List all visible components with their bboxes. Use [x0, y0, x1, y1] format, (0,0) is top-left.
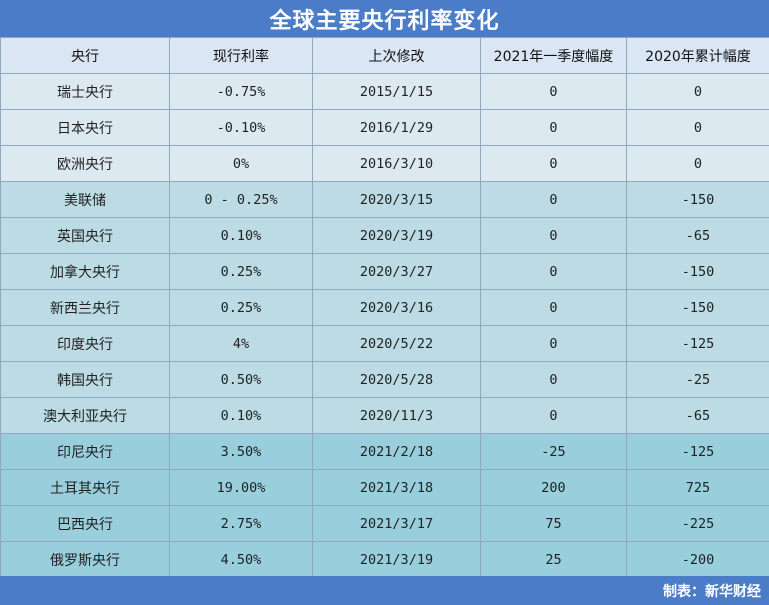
column-header-q1-2021: 2021年一季度幅度: [480, 37, 627, 74]
rate-cell: -0.75%: [169, 73, 313, 110]
table-row: 瑞士央行 -0.75% 2015/1/15 0 0: [0, 73, 769, 110]
table-row: 韩国央行 0.50% 2020/5/28 0 -25: [0, 361, 769, 398]
bank-cell: 土耳其央行: [0, 469, 170, 506]
total-2020-cell: 0: [626, 145, 769, 182]
bank-cell: 印尼央行: [0, 433, 170, 470]
q1-change-cell: 0: [480, 253, 627, 290]
q1-change-cell: 0: [480, 145, 627, 182]
total-2020-cell: -200: [626, 541, 769, 578]
rate-cell: 19.00%: [169, 469, 313, 506]
q1-change-cell: 0: [480, 109, 627, 146]
column-header-rate: 现行利率: [169, 37, 313, 74]
table-row: 英国央行 0.10% 2020/3/19 0 -65: [0, 217, 769, 254]
last-change-cell: 2020/3/19: [312, 217, 481, 254]
page-title: 全球主要央行利率变化: [0, 0, 769, 37]
bank-cell: 瑞士央行: [0, 73, 170, 110]
bank-cell: 韩国央行: [0, 361, 170, 398]
last-change-cell: 2021/2/18: [312, 433, 481, 470]
q1-change-cell: -25: [480, 433, 627, 470]
table-row: 土耳其央行 19.00% 2021/3/18 200 725: [0, 469, 769, 506]
rate-cell: 3.50%: [169, 433, 313, 470]
rate-cell: 0.25%: [169, 253, 313, 290]
q1-change-cell: 0: [480, 73, 627, 110]
last-change-cell: 2020/5/28: [312, 361, 481, 398]
total-2020-cell: 0: [626, 73, 769, 110]
q1-change-cell: 0: [480, 361, 627, 398]
rate-cell: 0 - 0.25%: [169, 181, 313, 218]
rate-cell: 2.75%: [169, 505, 313, 542]
total-2020-cell: -65: [626, 397, 769, 434]
last-change-cell: 2021/3/18: [312, 469, 481, 506]
last-change-cell: 2021/3/19: [312, 541, 481, 578]
total-2020-cell: -25: [626, 361, 769, 398]
last-change-cell: 2020/3/15: [312, 181, 481, 218]
table-row: 巴西央行 2.75% 2021/3/17 75 -225: [0, 505, 769, 542]
rate-cell: 0.10%: [169, 217, 313, 254]
total-2020-cell: -150: [626, 253, 769, 290]
table-row: 澳大利亚央行 0.10% 2020/11/3 0 -65: [0, 397, 769, 434]
rate-cell: 4.50%: [169, 541, 313, 578]
q1-change-cell: 75: [480, 505, 627, 542]
column-header-2020-total: 2020年累计幅度: [626, 37, 769, 74]
table-row: 新西兰央行 0.25% 2020/3/16 0 -150: [0, 289, 769, 326]
bank-cell: 欧洲央行: [0, 145, 170, 182]
total-2020-cell: -125: [626, 433, 769, 470]
q1-change-cell: 0: [480, 325, 627, 362]
column-header-last-change: 上次修改: [312, 37, 481, 74]
rate-cell: 0.25%: [169, 289, 313, 326]
q1-change-cell: 0: [480, 289, 627, 326]
bank-cell: 新西兰央行: [0, 289, 170, 326]
last-change-cell: 2016/1/29: [312, 109, 481, 146]
table-row: 加拿大央行 0.25% 2020/3/27 0 -150: [0, 253, 769, 290]
bank-cell: 俄罗斯央行: [0, 541, 170, 578]
last-change-cell: 2020/5/22: [312, 325, 481, 362]
table-row: 欧洲央行 0% 2016/3/10 0 0: [0, 145, 769, 182]
total-2020-cell: -225: [626, 505, 769, 542]
rate-cell: 0.10%: [169, 397, 313, 434]
bank-cell: 加拿大央行: [0, 253, 170, 290]
source-credit: 制表：新华财经: [0, 576, 769, 605]
last-change-cell: 2020/11/3: [312, 397, 481, 434]
bank-cell: 巴西央行: [0, 505, 170, 542]
last-change-cell: 2015/1/15: [312, 73, 481, 110]
column-header-bank: 央行: [0, 37, 170, 74]
rate-cell: -0.10%: [169, 109, 313, 146]
q1-change-cell: 0: [480, 217, 627, 254]
bank-cell: 日本央行: [0, 109, 170, 146]
total-2020-cell: -150: [626, 289, 769, 326]
table-row: 俄罗斯央行 4.50% 2021/3/19 25 -200: [0, 541, 769, 578]
total-2020-cell: -65: [626, 217, 769, 254]
table-row: 印度央行 4% 2020/5/22 0 -125: [0, 325, 769, 362]
total-2020-cell: 725: [626, 469, 769, 506]
last-change-cell: 2016/3/10: [312, 145, 481, 182]
table-row: 日本央行 -0.10% 2016/1/29 0 0: [0, 109, 769, 146]
rate-cell: 4%: [169, 325, 313, 362]
bank-cell: 印度央行: [0, 325, 170, 362]
q1-change-cell: 200: [480, 469, 627, 506]
bank-cell: 澳大利亚央行: [0, 397, 170, 434]
total-2020-cell: -125: [626, 325, 769, 362]
q1-change-cell: 0: [480, 181, 627, 218]
rate-cell: 0%: [169, 145, 313, 182]
total-2020-cell: -150: [626, 181, 769, 218]
table-header-row: 央行 现行利率 上次修改 2021年一季度幅度 2020年累计幅度: [0, 37, 769, 74]
last-change-cell: 2020/3/27: [312, 253, 481, 290]
q1-change-cell: 0: [480, 397, 627, 434]
table-row: 印尼央行 3.50% 2021/2/18 -25 -125: [0, 433, 769, 470]
rates-table: 央行 现行利率 上次修改 2021年一季度幅度 2020年累计幅度 瑞士央行 -…: [0, 37, 769, 578]
last-change-cell: 2020/3/16: [312, 289, 481, 326]
bank-cell: 英国央行: [0, 217, 170, 254]
bank-cell: 美联储: [0, 181, 170, 218]
total-2020-cell: 0: [626, 109, 769, 146]
table-row: 美联储 0 - 0.25% 2020/3/15 0 -150: [0, 181, 769, 218]
last-change-cell: 2021/3/17: [312, 505, 481, 542]
rate-cell: 0.50%: [169, 361, 313, 398]
q1-change-cell: 25: [480, 541, 627, 578]
